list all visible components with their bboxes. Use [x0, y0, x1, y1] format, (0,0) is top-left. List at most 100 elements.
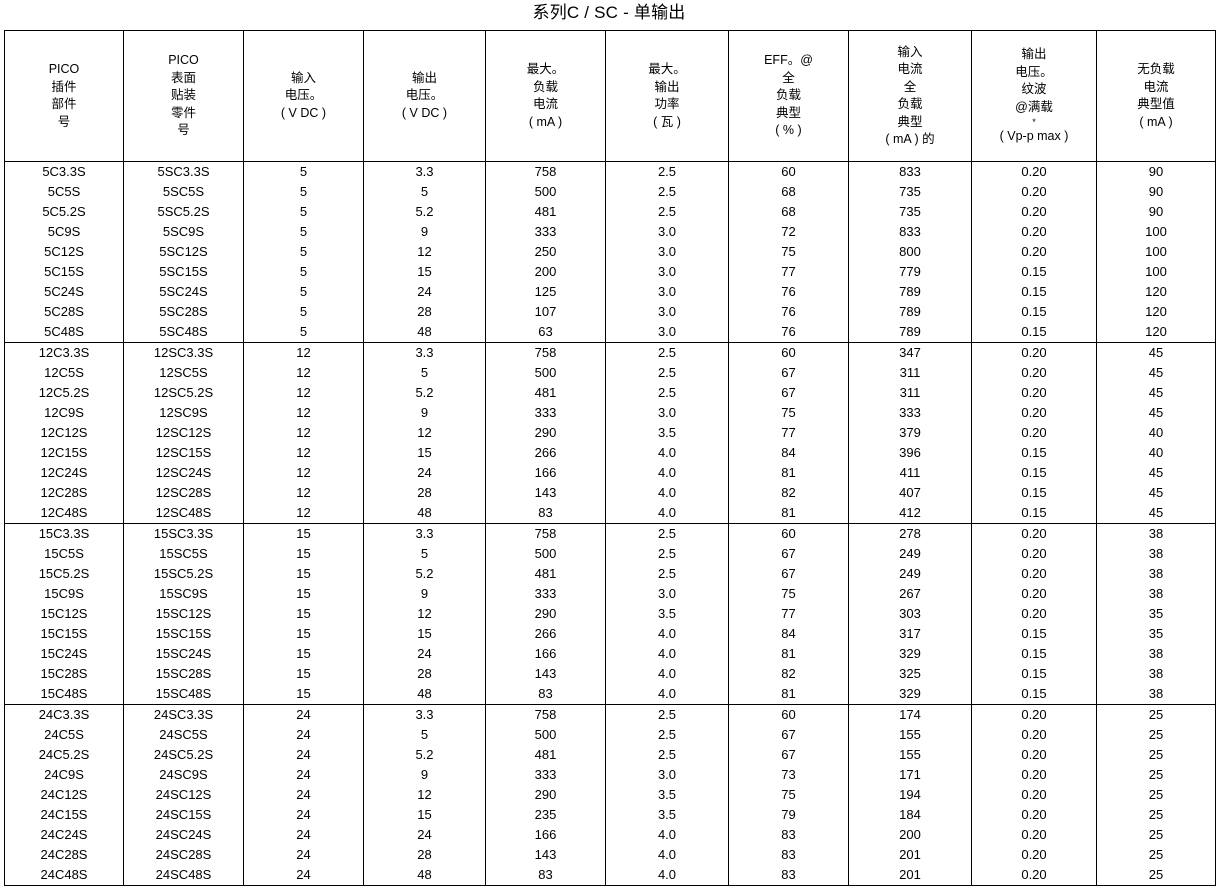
table-cell: 83 — [485, 865, 606, 886]
table-cell: 12 — [363, 242, 486, 262]
table-cell: 84 — [728, 624, 849, 644]
column-header-line: 部件 — [51, 97, 77, 111]
table-cell: 3.3 — [363, 161, 486, 182]
table-cell: 333 — [485, 403, 606, 423]
column-header-input-voltage: 输入 电压。 ( V DC ) — [243, 30, 364, 162]
table-cell: 5SC5.2S — [123, 202, 244, 222]
table-cell: 3.5 — [605, 805, 729, 825]
table-cell: 24SC15S — [123, 805, 244, 825]
table-cell: 60 — [728, 523, 849, 544]
table-cell: 166 — [485, 463, 606, 483]
table-cell: 800 — [848, 242, 972, 262]
table-cell: 278 — [848, 523, 972, 544]
table-cell: 120 — [1096, 282, 1216, 302]
column-header-line: 最大。 — [648, 62, 686, 76]
table-cell: 200 — [848, 825, 972, 845]
table-cell: 250 — [485, 242, 606, 262]
table-cell: 290 — [485, 604, 606, 624]
table-row: 5C28S 5SC28S 5 28 107 3.0 76 789 0.15 120 — [4, 302, 1216, 322]
column-header-line: 输入 — [897, 44, 923, 59]
table-cell: 5 — [243, 262, 364, 282]
column-header-line: 输出 — [654, 79, 680, 94]
table-cell: 24SC5S — [123, 725, 244, 745]
table-cell: 411 — [848, 463, 972, 483]
column-header-line: ( V DC ) — [401, 105, 448, 120]
table-cell: 2.5 — [605, 161, 729, 182]
table-cell: 24SC5.2S — [123, 745, 244, 765]
table-cell: 24 — [363, 644, 486, 664]
table-cell: 2.5 — [605, 202, 729, 222]
table-cell: 0.20 — [971, 182, 1097, 202]
table-row: 24C24S 24SC24S 24 24 166 4.0 83 200 0.20 25 — [4, 825, 1216, 845]
table-cell: 82 — [728, 664, 849, 684]
table-cell: 28 — [363, 483, 486, 503]
table-cell: 12 — [243, 463, 364, 483]
table-cell: 0.20 — [971, 785, 1097, 805]
table-cell: 3.0 — [605, 302, 729, 322]
column-header-line: ( % ) — [775, 123, 802, 138]
table-cell: 12 — [243, 483, 364, 503]
table-cell: 24C3.3S — [4, 704, 124, 725]
table-cell: 0.20 — [971, 242, 1097, 262]
table-cell: 2.5 — [605, 725, 729, 745]
table-row: 12C5.2S 12SC5.2S 12 5.2 481 2.5 67 311 0.20 45 — [4, 383, 1216, 403]
table-row: 24C15S 24SC15S 24 15 235 3.5 79 184 0.20 25 — [4, 805, 1216, 825]
column-header-line: ( mA ) — [1139, 114, 1173, 129]
table-cell: 2.5 — [605, 544, 729, 564]
table-cell: 45 — [1096, 342, 1216, 363]
table-cell: 45 — [1096, 483, 1216, 503]
table-cell: 4.0 — [605, 503, 729, 524]
table-cell: 68 — [728, 202, 849, 222]
table-cell: 12 — [243, 403, 364, 423]
column-header-line: 电流 — [1143, 79, 1169, 94]
table-cell: 303 — [848, 604, 972, 624]
table-cell: 48 — [363, 865, 486, 886]
table-cell: 758 — [485, 704, 606, 725]
table-cell: 24C24S — [4, 825, 124, 845]
table-cell: 77 — [728, 604, 849, 624]
table-cell: 12SC5S — [123, 363, 244, 383]
table-cell: 3.0 — [605, 242, 729, 262]
table-cell: 4.0 — [605, 845, 729, 865]
table-cell: 45 — [1096, 363, 1216, 383]
table-cell: 15SC9S — [123, 584, 244, 604]
table-cell: 5 — [363, 544, 486, 564]
table-cell: 0.15 — [971, 443, 1097, 463]
table-cell: 5.2 — [363, 202, 486, 222]
table-cell: 5C9S — [4, 222, 124, 242]
table-cell: 0.20 — [971, 704, 1097, 725]
table-cell: 12C5.2S — [4, 383, 124, 403]
table-row: 15C5.2S 15SC5.2S 15 5.2 481 2.5 67 249 0.20 38 — [4, 564, 1216, 584]
table-cell: 60 — [728, 342, 849, 363]
column-header-line: 电压。 — [284, 88, 323, 103]
table-cell: 3.5 — [605, 785, 729, 805]
table-cell: 12SC12S — [123, 423, 244, 443]
table-cell: 329 — [848, 644, 972, 664]
table-cell: 12 — [363, 785, 486, 805]
table-cell: 15 — [243, 544, 364, 564]
table-cell: 15 — [243, 684, 364, 705]
table-cell: 0.20 — [971, 564, 1097, 584]
table-cell: 789 — [848, 322, 972, 343]
table-cell: 45 — [1096, 503, 1216, 524]
table-cell: 24C15S — [4, 805, 124, 825]
column-header-line: 输出 — [1021, 47, 1047, 62]
table-cell: 833 — [848, 222, 972, 242]
table-cell: 15SC5S — [123, 544, 244, 564]
table-row: 15C28S 15SC28S 15 28 143 4.0 82 325 0.15 38 — [4, 664, 1216, 684]
table-cell: 76 — [728, 282, 849, 302]
table-cell: 12SC48S — [123, 503, 244, 524]
table-cell: 0.20 — [971, 604, 1097, 624]
table-cell: 311 — [848, 363, 972, 383]
table-cell: 290 — [485, 423, 606, 443]
table-cell: 833 — [848, 161, 972, 182]
table-row: 15C12S 15SC12S 15 12 290 3.5 77 303 0.20 35 — [4, 604, 1216, 624]
table-cell: 0.15 — [971, 262, 1097, 282]
table-cell: 73 — [728, 765, 849, 785]
table-cell: 0.20 — [971, 222, 1097, 242]
page-title: 系列C / SC - 单输出 — [532, 3, 686, 22]
table-cell: 38 — [1096, 684, 1216, 705]
table-cell: 15C3.3S — [4, 523, 124, 544]
table-cell: 35 — [1096, 624, 1216, 644]
